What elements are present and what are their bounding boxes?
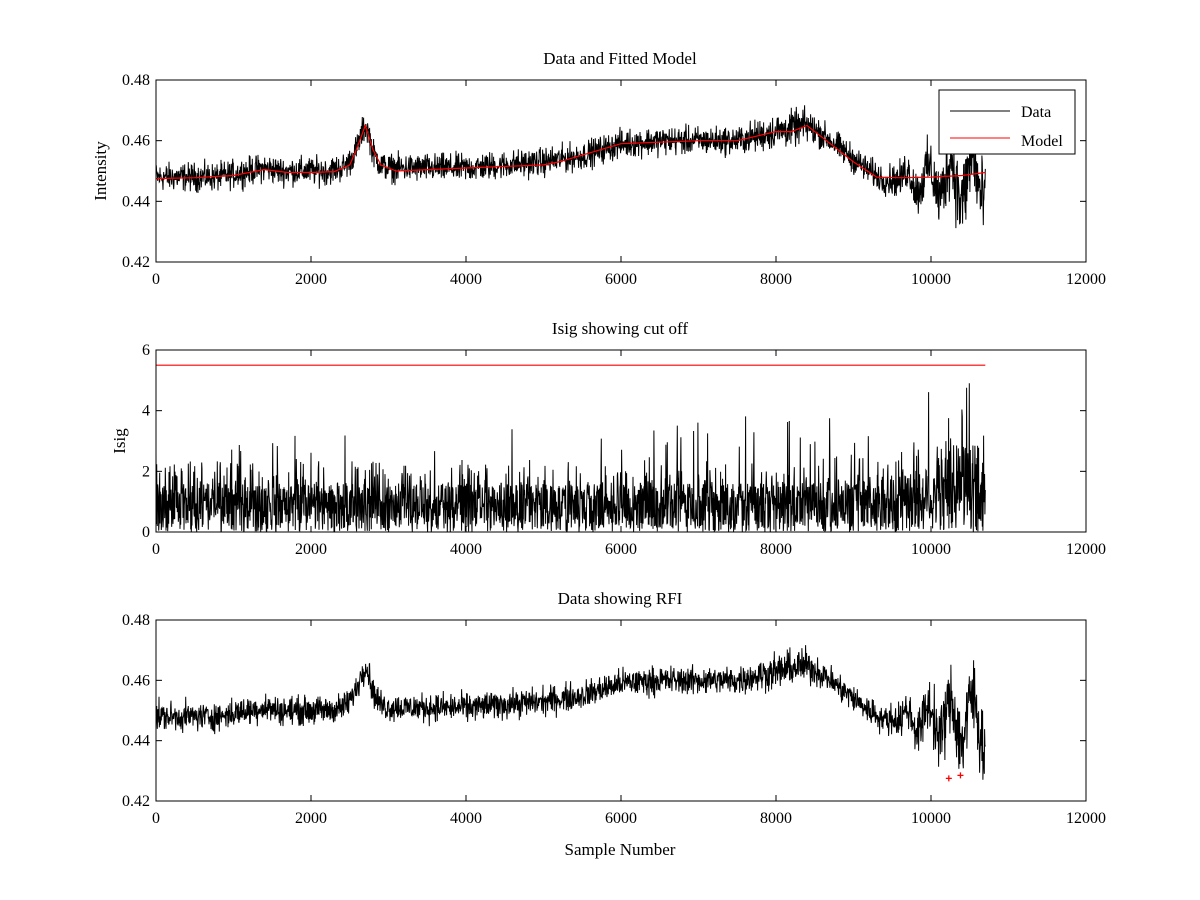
x-tick-label: 8000 — [760, 810, 792, 827]
x-tick-label: 0 — [152, 541, 160, 558]
y-tick-label: 0.44 — [122, 733, 150, 750]
x-axis-label: Sample Number — [565, 840, 676, 859]
x-tick-label: 4000 — [450, 810, 482, 827]
panel-1-y-axis-label: Intensity — [91, 141, 110, 201]
panel-3-ticks: 0 2000 4000 6000 8000 10000 12000 0.42 0.44 0.46 0… — [122, 612, 1106, 827]
x-tick-label: 0 — [152, 810, 160, 827]
x-tick-label: 4000 — [450, 541, 482, 558]
y-tick-label: 0.42 — [122, 793, 150, 810]
y-tick-label: 0.42 — [122, 254, 150, 271]
panel-1-title: Data and Fitted Model — [543, 49, 697, 68]
panel-3-plot-area — [156, 645, 986, 782]
x-tick-label: 8000 — [760, 271, 792, 288]
legend: Data Model — [938, 89, 1076, 155]
data-series-line — [156, 645, 986, 780]
panel-data-showing-rfi: Data showing RFI 0 2000 4000 6000 8000 10000 1… — [122, 589, 1106, 859]
y-tick-label: 2 — [142, 463, 150, 480]
x-tick-label: 12000 — [1066, 541, 1106, 558]
x-tick-label: 6000 — [605, 541, 637, 558]
panel-2-title: Isig showing cut off — [552, 319, 688, 338]
x-tick-label: 8000 — [760, 541, 792, 558]
y-tick-label: 0.46 — [122, 672, 150, 689]
x-tick-label: 4000 — [450, 271, 482, 288]
x-tick-label: 10000 — [911, 810, 951, 827]
x-tick-label: 2000 — [295, 810, 327, 827]
y-tick-label: 6 — [142, 342, 150, 359]
x-tick-label: 0 — [152, 271, 160, 288]
x-tick-label: 6000 — [605, 810, 637, 827]
panel-data-and-fitted-model: Data and Fitted Model Intensity 0 2000 400… — [91, 49, 1106, 288]
x-tick-label: 2000 — [295, 541, 327, 558]
panel-1-plot-area — [156, 105, 986, 229]
legend-data-label: Data — [1021, 104, 1051, 121]
x-tick-label: 6000 — [605, 271, 637, 288]
model-line — [156, 123, 986, 180]
y-tick-label: 0.48 — [122, 612, 150, 629]
panel-3-title: Data showing RFI — [558, 589, 683, 608]
legend-model-label: Model — [1021, 133, 1063, 150]
y-tick-label: 0.48 — [122, 72, 150, 89]
isig-series-line — [156, 383, 986, 532]
x-tick-label: 12000 — [1066, 810, 1106, 827]
panel-2-y-axis-label: Isig — [110, 428, 129, 454]
x-tick-label: 10000 — [911, 271, 951, 288]
legend-box — [938, 89, 1076, 155]
panel-isig-showing-cut-off: Isig showing cut off Isig 0 2000 4000 6000 8… — [110, 319, 1106, 558]
y-tick-label: 0.44 — [122, 193, 150, 210]
rfi-marker — [957, 772, 964, 779]
y-tick-label: 0 — [142, 524, 150, 541]
rfi-marker — [945, 775, 952, 782]
panel-2-plot-area — [156, 364, 986, 532]
x-tick-label: 2000 — [295, 271, 327, 288]
panel-2-ticks: 0 2000 4000 6000 8000 10000 12000 0 2 4 6 — [142, 342, 1106, 558]
y-tick-label: 4 — [142, 403, 150, 420]
data-series-line — [156, 105, 986, 229]
panel-1-ticks: 0 2000 4000 6000 8000 10000 12000 0.42 0.44 0.46 0… — [122, 72, 1106, 288]
y-tick-label: 0.46 — [122, 133, 150, 150]
x-tick-label: 12000 — [1066, 271, 1106, 288]
x-tick-label: 10000 — [911, 541, 951, 558]
